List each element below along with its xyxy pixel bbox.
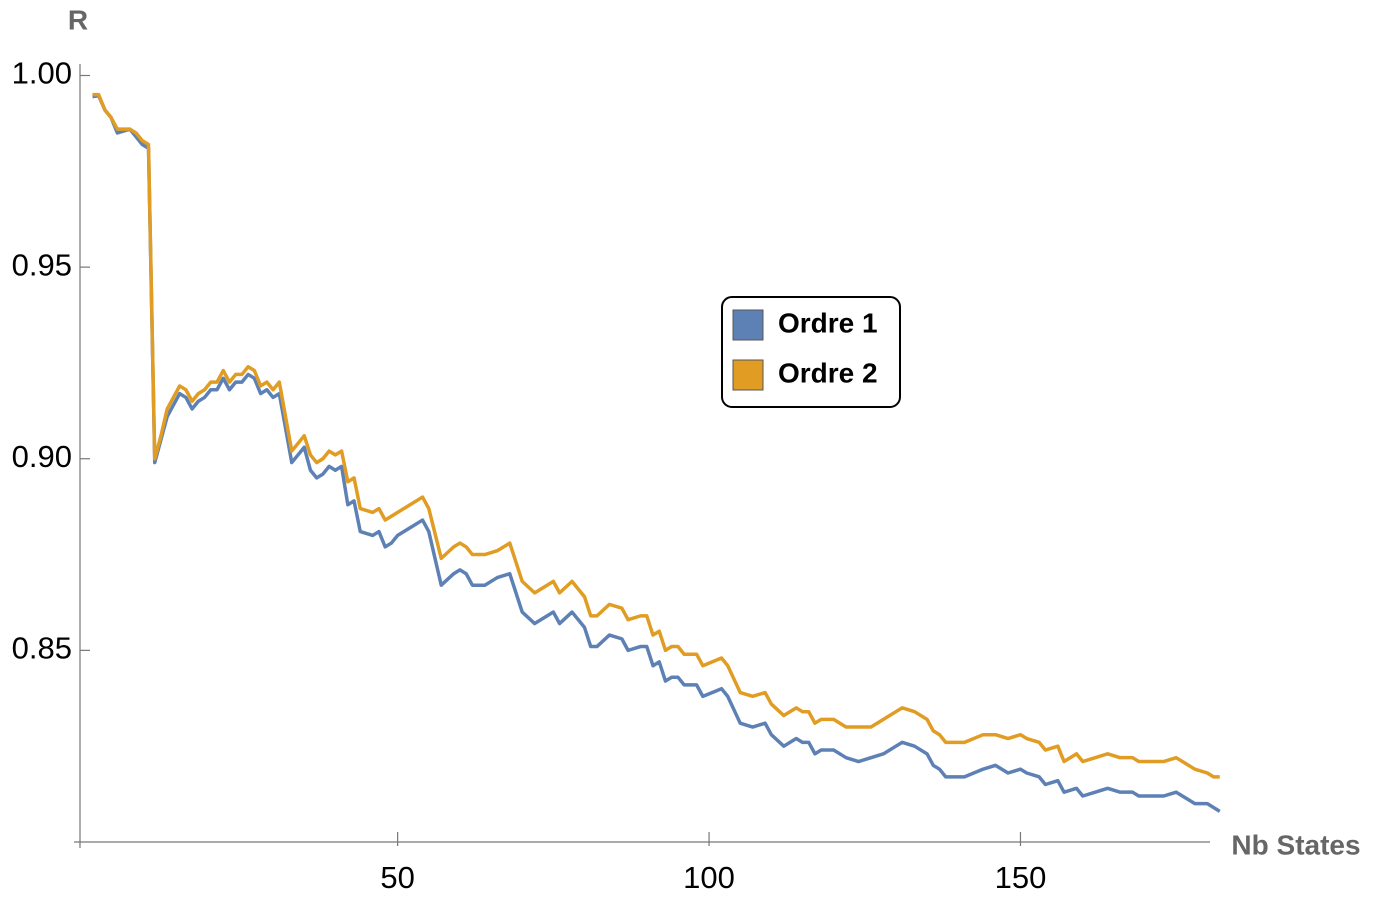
y-tick-label: 0.85	[12, 631, 72, 666]
x-tick-label: 50	[380, 860, 414, 895]
y-tick-label: 1.00	[12, 56, 72, 91]
x-axis-label: Nb States	[1231, 829, 1360, 860]
x-tick-label: 100	[683, 860, 735, 895]
legend-swatch	[732, 309, 764, 341]
series-line	[92, 92, 1220, 779]
y-axis-label: R	[68, 4, 88, 35]
legend-swatch	[732, 359, 764, 391]
legend: Ordre 1 Ordre 2	[721, 296, 901, 408]
legend-box	[721, 296, 901, 408]
y-tick-label: 0.90	[12, 439, 72, 474]
series-line	[92, 94, 1221, 813]
y-tick-label: 0.95	[12, 247, 72, 282]
legend-label: Ordre 2	[778, 357, 878, 388]
legend-label: Ordre 1	[778, 307, 878, 338]
x-tick-label: 150	[995, 860, 1047, 895]
